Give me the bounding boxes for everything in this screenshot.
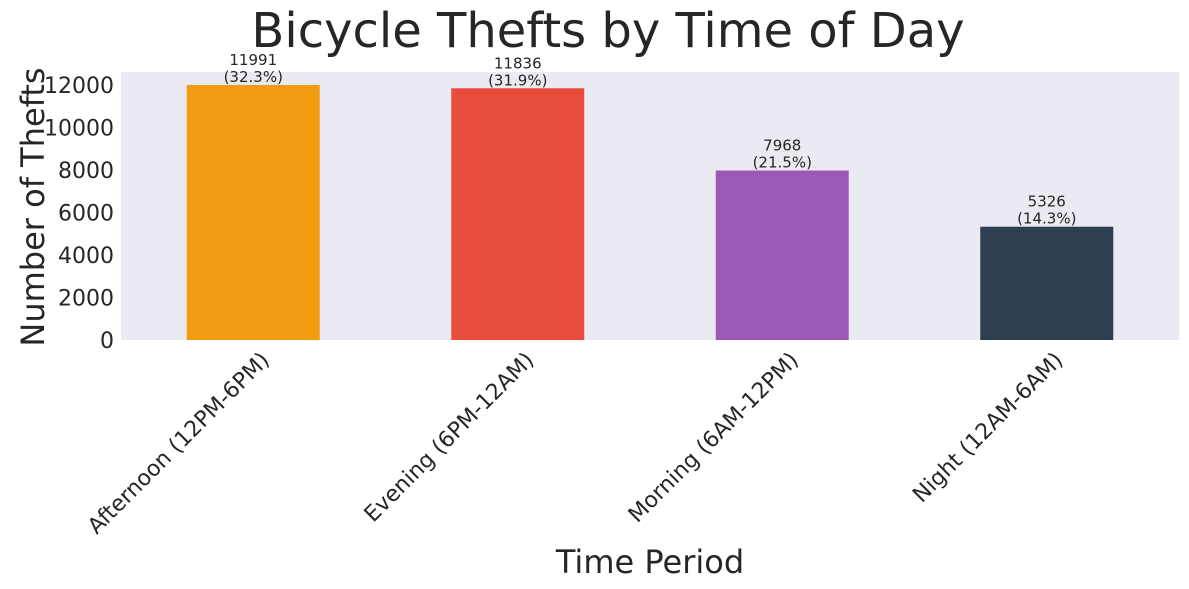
x-tick-label-evening-6pm-12am: Evening (6PM-12AM): [360, 348, 539, 527]
x-axis-label: Time Period: [555, 543, 744, 581]
y-tick-label-12000: 12000: [44, 74, 114, 99]
x-tick-label-morning-6am-12pm: Morning (6AM-12PM): [624, 348, 804, 528]
chart-title: Bicycle Thefts by Time of Day: [251, 3, 964, 59]
data-label-percent-morning-6am-12pm: (21.5%): [753, 154, 812, 172]
x-axis-ticks: Afternoon (12PM-6PM) Evening (6PM-12AM) Mo…: [83, 348, 1068, 540]
data-labels-group: 11991(32.3%) 11836(31.9%) 7968(21.5%) 5326(…: [224, 51, 1077, 228]
bars-group: [186, 84, 1114, 341]
y-axis-ticks: 0 2000 4000 6000 8000 10000 12000: [44, 74, 114, 354]
y-tick-label-8000: 8000: [58, 159, 114, 184]
x-tick-label-night-12am-6am: Night (12AM-6AM): [908, 348, 1068, 508]
y-tick-label-10000: 10000: [44, 116, 114, 141]
data-label-percent-night-12am-6am: (14.3%): [1017, 210, 1076, 228]
bar-night-12am-6am: [980, 226, 1114, 340]
data-label-percent-evening-6pm-12am: (31.9%): [488, 71, 547, 89]
bar-afternoon-12pm-6pm: [186, 84, 320, 340]
data-label-value-morning-6am-12pm: 7968: [763, 137, 801, 155]
y-tick-label-6000: 6000: [58, 201, 114, 226]
data-label-percent-afternoon-12pm-6pm: (32.3%): [224, 68, 283, 86]
x-tick-label-afternoon-12pm-6pm: Afternoon (12PM-6PM): [83, 348, 275, 540]
data-label-value-afternoon-12pm-6pm: 11991: [229, 51, 277, 69]
bar-morning-6am-12pm: [715, 170, 849, 340]
y-tick-label-4000: 4000: [58, 244, 114, 269]
y-axis-label: Number of Thefts: [14, 67, 52, 346]
y-tick-label-0: 0: [100, 329, 114, 354]
data-label-value-evening-6pm-12am: 11836: [494, 54, 542, 72]
data-label-value-night-12am-6am: 5326: [1028, 193, 1066, 211]
y-tick-label-2000: 2000: [58, 286, 114, 311]
bar-evening-6pm-12am: [451, 88, 585, 341]
